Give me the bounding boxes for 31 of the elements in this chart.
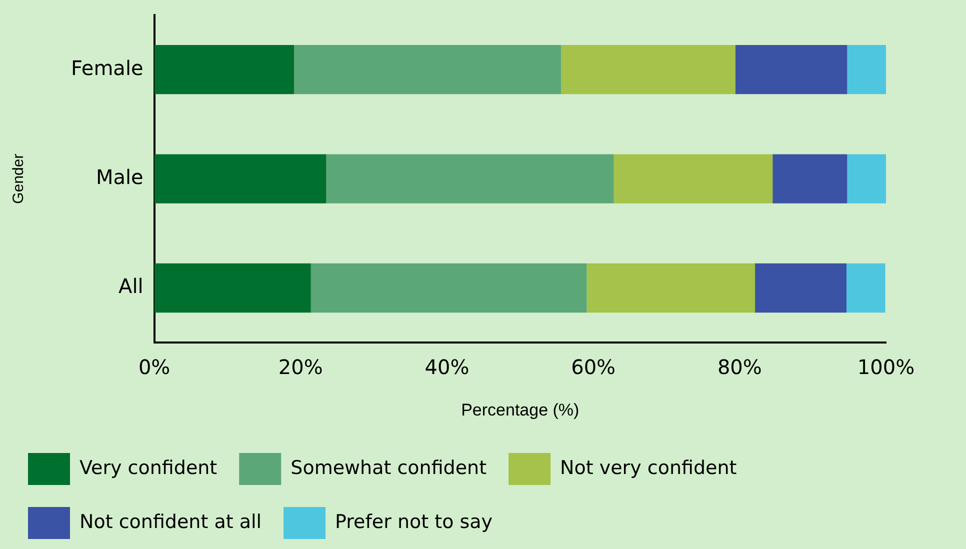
bar — [772, 154, 848, 204]
bar — [614, 154, 773, 204]
y-axis-title: Gender — [10, 154, 28, 204]
bar — [735, 45, 848, 94]
bar — [755, 263, 846, 313]
legend-label: Not very confident — [560, 456, 737, 479]
y-tick-label: Male — [96, 165, 144, 190]
x-tick-label: 0% — [138, 354, 170, 379]
x-tick-label: 60% — [571, 354, 616, 379]
bar — [847, 45, 886, 94]
y-tick-label: Female — [70, 56, 144, 80]
bar — [154, 263, 311, 313]
legend-label: Very confident — [80, 456, 218, 479]
x-axis-title: Percentage (%) — [461, 400, 580, 420]
bar — [154, 45, 294, 94]
legend-label: Prefer not to say — [335, 510, 493, 533]
y-tick-label: All — [118, 274, 144, 298]
x-tick-label: 100% — [857, 354, 915, 379]
bar — [846, 263, 886, 313]
bar — [847, 154, 886, 204]
x-tick-label: 40% — [424, 354, 470, 379]
x-tick-label: 80% — [717, 354, 762, 379]
bar — [294, 45, 562, 94]
legend-label: Somewhat confident — [290, 456, 487, 479]
bar — [326, 154, 614, 204]
bar — [154, 154, 326, 204]
bar — [561, 45, 736, 94]
bar — [310, 263, 587, 313]
x-tick-label: 20% — [278, 354, 323, 379]
bar — [586, 263, 756, 313]
legend-label: Not confident at all — [80, 510, 262, 533]
